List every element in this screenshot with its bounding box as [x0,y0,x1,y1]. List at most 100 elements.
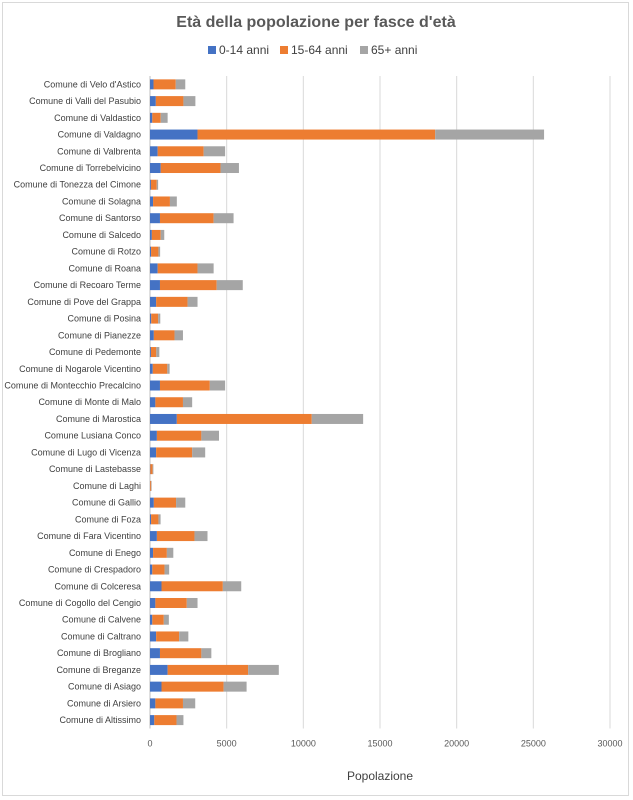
legend-swatch-2 [360,46,368,54]
category-label-1: Comune di Valli del Pasubio [29,96,141,106]
bar-segment-35-2 [248,664,279,675]
category-label-16: Comune di Pedemonte [49,347,141,357]
bar-segment-17-1 [152,363,168,374]
category-label-31: Comune di Cogollo del Cengio [19,598,141,608]
bar-segment-23-2 [152,464,154,475]
bar-segment-34-0 [150,648,160,659]
bar-segment-10-2 [158,246,161,257]
category-label-24: Comune di Laghi [73,481,141,491]
category-label-11: Comune di Roana [68,263,141,273]
bar-segment-4-1 [157,146,204,157]
bar-segment-31-1 [155,597,187,608]
chart-title: Età della popolazione per fasce d'età [176,14,456,31]
bar-segment-9-0 [150,229,152,240]
bar-segment-33-0 [150,631,157,642]
bar-segment-24-1 [150,480,152,491]
bar-segment-19-2 [182,397,193,408]
bar-segment-26-2 [158,514,161,525]
bar-segment-21-0 [150,430,157,441]
bar-segment-10-0 [150,246,152,257]
bar-segment-18-0 [150,380,160,391]
bar-segment-15-1 [153,330,175,341]
bar-segment-16-1 [150,347,157,358]
category-label-18: Comune di Montecchio Precalcino [4,381,141,391]
bar-segment-20-2 [311,413,364,424]
bar-segment-22-1 [156,447,193,458]
bar-segment-36-0 [150,681,162,692]
bar-segment-22-0 [150,447,157,458]
bar-segment-38-1 [154,715,177,726]
bar-segment-3-1 [197,129,436,140]
category-label-26: Comune di Foza [75,514,141,524]
category-label-27: Comune di Fara Vicentino [37,531,141,541]
category-label-6: Comune di Tonezza del Cimone [14,180,141,190]
category-label-37: Comune di Arsiero [67,698,141,708]
bar-segment-3-0 [150,129,198,140]
bar-segment-33-2 [179,631,189,642]
bar-segment-29-0 [150,564,153,575]
bar-segment-38-0 [150,715,155,726]
bar-segment-38-2 [176,715,184,726]
bar-segment-17-2 [167,363,170,374]
bar-segment-16-0 [150,347,151,358]
category-label-30: Comune di Colceresa [54,581,141,591]
bar-segment-34-2 [201,648,212,659]
x-tick-labels: 0 5000 10000 15000 20000 25000 30000 [147,738,622,748]
bar-segment-35-1 [167,664,249,675]
legend-label-2: 65+ anni [371,43,417,57]
bar-segment-5-1 [160,163,221,174]
bar-segment-20-0 [150,413,177,424]
bar-segment-0-1 [153,79,176,90]
bar-segment-11-2 [197,263,214,274]
bar-segment-1-0 [150,96,156,107]
category-label-33: Comune di Caltrano [61,631,141,641]
bar-segment-13-2 [187,296,198,307]
bar-segment-8-1 [159,213,214,224]
category-label-38: Comune di Altissimo [59,715,141,725]
category-label-20: Comune di Marostica [56,414,141,424]
bar-segment-28-0 [150,547,154,558]
category-label-23: Comune di Lastebasse [49,464,141,474]
bar-segment-14-1 [151,313,159,324]
bar-segment-28-2 [166,547,174,558]
x-tick-label-4: 20000 [444,738,469,748]
bar-segment-4-0 [150,146,158,157]
category-labels: Comune di Velo d'Astico Comune di Valli d… [4,79,141,725]
bar-segment-26-0 [150,514,152,525]
category-label-25: Comune di Gallio [72,498,141,508]
category-label-22: Comune di Lugo di Vicenza [31,447,141,457]
legend-swatch-0 [208,46,216,54]
bar-segment-8-2 [213,213,234,224]
bar-segment-18-1 [159,380,210,391]
bar-segment-17-0 [150,363,153,374]
bar-segment-33-1 [156,631,180,642]
bar-segment-0-2 [175,79,186,90]
x-tick-label-3: 15000 [367,738,392,748]
bar-segment-5-2 [220,163,239,174]
bar-segment-10-1 [151,246,159,257]
category-label-34: Comune di Brogliano [57,648,141,658]
bar-segment-15-2 [174,330,183,341]
bar-segment-37-2 [182,698,196,709]
bar-segment-20-1 [176,413,312,424]
bar-segment-13-0 [150,296,157,307]
legend-label-1: 15-64 anni [291,43,348,57]
bar-segment-8-0 [150,213,160,224]
bar-segment-36-2 [223,681,247,692]
bar-segment-16-2 [156,347,160,358]
category-label-19: Comune di Monte di Malo [38,397,141,407]
x-tick-label-5: 25000 [521,738,546,748]
bar-segment-7-0 [150,196,154,207]
bar-segment-31-2 [186,597,198,608]
bar-segment-27-2 [194,531,208,542]
category-label-12: Comune di Recoaro Terme [34,280,141,290]
bar-segment-27-1 [156,531,195,542]
category-label-21: Comune Lusiana Conco [44,431,141,441]
category-label-8: Comune di Santorso [59,213,141,223]
bar-segment-7-1 [153,196,170,207]
bar-segment-37-0 [150,698,156,709]
category-label-28: Comune di Enego [69,548,141,558]
bar-segment-13-1 [156,296,188,307]
